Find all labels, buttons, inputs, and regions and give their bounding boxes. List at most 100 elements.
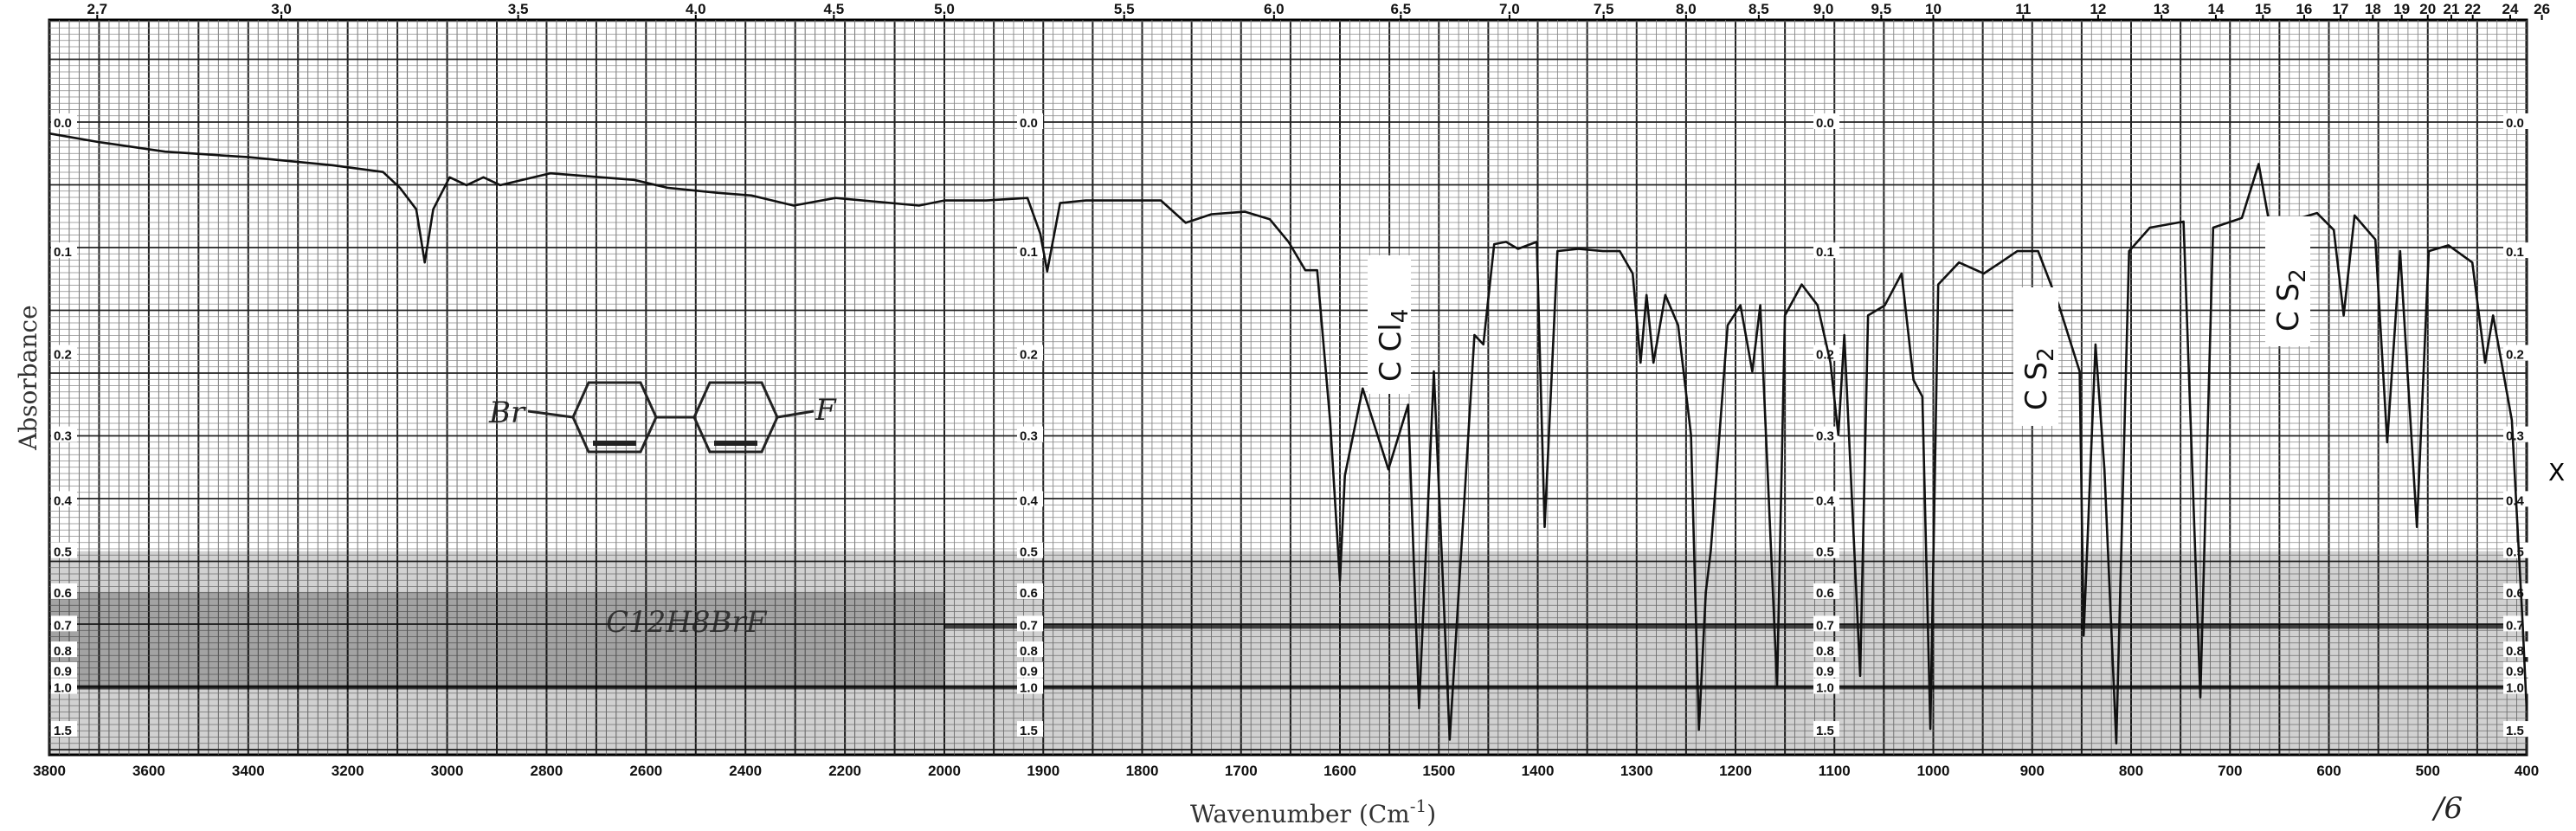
- y-tick-label-bg: [51, 721, 77, 738]
- y-tick-label: 0.8: [2506, 644, 2524, 659]
- svg-text:C Cl4: C Cl4: [1374, 309, 1414, 382]
- y-tick-label-bg: [2503, 661, 2529, 678]
- structure-f-label: F: [815, 393, 837, 428]
- top-tick-label: 5.5: [1114, 1, 1135, 17]
- dense-grid-band: [49, 591, 944, 687]
- y-tick-label-bg: [1813, 542, 1839, 558]
- x-tick-label: 1700: [1225, 763, 1258, 779]
- y-tick-label-bg: [2503, 113, 2529, 129]
- y-tick-label: 1.5: [2506, 724, 2524, 738]
- y-tick-label: 0.4: [54, 493, 73, 508]
- y-tick-label-bg: [1813, 641, 1839, 658]
- y-tick-label-bg: [51, 426, 77, 442]
- plot-frame: [48, 18, 2528, 757]
- x-tick-label: 3600: [132, 763, 165, 779]
- structure-drawing: [527, 381, 815, 454]
- y-tick-label: 1.0: [1020, 681, 1038, 696]
- y-tick-label: 0.0: [54, 116, 72, 131]
- y-tick-label-bg: [51, 661, 77, 678]
- y-tick-label-bg: [1017, 113, 1043, 129]
- top-tick-label: 19: [2393, 1, 2410, 17]
- y-tick-label: 0.6: [1020, 586, 1038, 601]
- top-tick-label: 12: [2090, 1, 2106, 17]
- x-tick-labels-microns: 2.7 3.0 3.5 4.0 4.5 5.0 5.5 6.0 6.5 7.0 7.5 8.0 8.5 9…: [87, 1, 2550, 20]
- x-tick-label: 1200: [1719, 763, 1752, 779]
- y-tick-label: 0.1: [54, 245, 72, 260]
- top-tick-label: 17: [2332, 1, 2348, 17]
- y-tick-label-bg: [1017, 661, 1043, 678]
- y-tick-label-bg: [1813, 721, 1839, 738]
- dense-grid-band: [49, 551, 2527, 755]
- top-tick-label: 26: [2534, 1, 2550, 17]
- y-tick-label: 0.1: [1020, 245, 1038, 260]
- y-tick-label-bg: [1017, 615, 1043, 632]
- y-tick-label-bg: [2503, 426, 2529, 442]
- y-tick-label: 0.7: [2506, 618, 2524, 633]
- x-tick-label: 3800: [33, 763, 66, 779]
- top-tick-label: 4.5: [824, 1, 845, 17]
- y-tick-label: 0.1: [2506, 245, 2524, 260]
- top-tick-label: 13: [2154, 1, 2170, 17]
- svg-text:X: X: [2548, 458, 2565, 486]
- y-tick-label-bg: [1813, 113, 1839, 129]
- x-tick-label: 1500: [1422, 763, 1455, 779]
- y-tick-label: 0.0: [1816, 116, 1834, 131]
- top-tick-label: 10: [1925, 1, 1942, 17]
- x-tick-label: 800: [2119, 763, 2143, 779]
- close-marker[interactable]: X: [2533, 449, 2576, 494]
- y-tick-label-bg: [51, 491, 77, 507]
- x-tick-label: 1000: [1917, 763, 1950, 779]
- top-tick-label: 7.5: [1594, 1, 1614, 17]
- y-tick-label-bg: [1813, 615, 1839, 632]
- x-tick-label: 1100: [1819, 763, 1851, 779]
- top-tick-label: 16: [2296, 1, 2312, 17]
- y-tick-label: 0.6: [54, 586, 72, 601]
- top-tick-label: 7.0: [1499, 1, 1520, 17]
- y-tick-label: 0.0: [1020, 116, 1038, 131]
- top-tick-label: 20: [2419, 1, 2436, 17]
- y-tick-label: 0.3: [54, 429, 72, 444]
- y-tick-label-bg: [51, 542, 77, 558]
- y-tick-label: 0.8: [1020, 644, 1038, 659]
- x-tick-label: 3000: [431, 763, 464, 779]
- x-axis-title: Wavenumber (Cm-1): [1190, 796, 1436, 828]
- y-tick-label: 0.4: [1816, 493, 1835, 508]
- y-tick-label-bg: [51, 583, 77, 599]
- y-tick-label: 1.5: [1816, 724, 1834, 738]
- x-tick-label: 2800: [531, 763, 564, 779]
- y-tick-label: 0.7: [1020, 618, 1038, 633]
- x-tick-label: 500: [2416, 763, 2440, 779]
- top-tick-label: 2.7: [87, 1, 107, 17]
- svg-text:C S2: C S2: [2271, 268, 2311, 332]
- y-tick-label-bg: [51, 678, 77, 694]
- annotation-cs2: C S2: [2013, 287, 2059, 426]
- y-tick-label: 0.3: [1816, 429, 1834, 444]
- y-tick-label-bg: [1813, 583, 1839, 599]
- y-tick-label-bg: [51, 242, 77, 259]
- y-tick-label-bg: [1017, 345, 1043, 361]
- y-tick-label-bg: [1017, 242, 1043, 259]
- y-tick-label-bg: [1017, 491, 1043, 507]
- top-tick-label: 11: [2015, 1, 2031, 17]
- y-tick-label-bg: [2503, 583, 2529, 599]
- y-tick-label-bg: [2503, 542, 2529, 558]
- y-tick-label: 0.6: [2506, 586, 2524, 601]
- x-tick-label: 900: [2020, 763, 2045, 779]
- y-tick-label: 0.9: [54, 665, 72, 680]
- y-tick-label: 0.7: [1816, 618, 1834, 633]
- y-tick-label: 0.3: [2506, 429, 2524, 444]
- annotation-ccl4: C Cl4: [1368, 255, 1414, 394]
- x-tick-label: 2400: [729, 763, 762, 779]
- y-tick-label-bg: [2503, 242, 2529, 259]
- y-tick-label-bg: [1813, 242, 1839, 259]
- y-tick-label-bg: [2503, 721, 2529, 738]
- page-mark: /6: [2431, 791, 2463, 826]
- y-tick-label: 0.5: [54, 545, 72, 560]
- top-tick-label: 24: [2502, 1, 2518, 17]
- structure-br-label: Br: [488, 396, 526, 430]
- y-tick-label: 0.1: [1816, 245, 1834, 260]
- x-tick-label: 2200: [828, 763, 861, 779]
- y-tick-label-bg: [51, 113, 77, 129]
- top-tick-label: 8.5: [1748, 1, 1769, 17]
